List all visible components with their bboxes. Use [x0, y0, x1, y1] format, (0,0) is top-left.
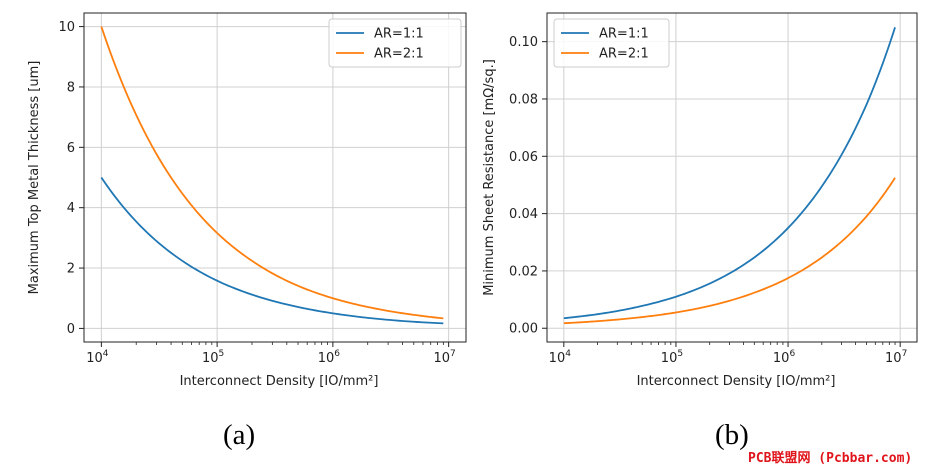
panel-a-y-tick-label: 10: [58, 20, 75, 35]
panel-a-axes-frame: [83, 12, 467, 343]
panel-b-y-tick-label: 0.02: [509, 264, 538, 279]
panel-a-x-tick-label: 105: [202, 349, 224, 366]
panel-a-x-tick-exponent: 5: [219, 349, 225, 359]
panel-b-legend-label: AR=1:1: [599, 27, 649, 42]
panel-a-y-axis-label: Maximum Top Metal Thickness [um]: [27, 61, 42, 295]
panel-b-y-tick-label: 0.10: [509, 35, 538, 50]
panel-a-legend-box: [328, 18, 462, 68]
panel-b-legend-label: AR=2:1: [599, 47, 649, 62]
panel-a-x-tick-exponent: 6: [334, 349, 340, 359]
panel-a-plot: 104 105 106 107 0 2 4 6 8 10 Interconnect Density …: [27, 12, 467, 389]
panel-b-y-tick-label: 0.00: [509, 322, 538, 337]
panel-b-y-tick-label: 0.08: [509, 92, 538, 107]
panel-a-x-tick-exponent: 7: [450, 349, 456, 359]
panel-b-x-tick-label: 105: [661, 349, 683, 366]
panel-a-y-tick-label: 2: [67, 262, 75, 277]
panel-a-y-tick-label: 8: [67, 80, 75, 95]
panel-b-x-tick-exponent: 6: [789, 349, 795, 359]
panel-b-legend-box: [553, 18, 670, 68]
panel-b-x-tick-exponent: 4: [565, 349, 571, 359]
panel-a-caption: (a): [223, 419, 256, 451]
watermark-text: PCB联盟网 (Pcbbar.com): [748, 451, 913, 466]
panel-a-y-tick-label: 0: [67, 322, 75, 337]
panel-b-legend: AR=1:1 AR=2:1: [553, 18, 670, 68]
panel-b-series-line-1: [563, 27, 896, 320]
panel-b-x-tick-label: 106: [773, 349, 796, 366]
panel-a-x-tick-label: 104: [86, 349, 109, 366]
panel-b-plot: 104 105 106 107 0.00 0.02 0.04 0.06 0.08 0.10 Inte…: [482, 12, 918, 389]
panel-b-x-tick-label: 107: [885, 349, 907, 366]
panel-a-x-tick-exponent: 4: [103, 349, 109, 359]
panel-b-x-axis-label: Interconnect Density [IO/mm²]: [637, 374, 836, 389]
panel-b-y-axis-label: Minimum Sheet Resistance [mΩ/sq.]: [482, 59, 497, 296]
panel-b-y-tick-label: 0.04: [509, 207, 538, 222]
panel-b-x-tick-exponent: 7: [902, 349, 908, 359]
panel-b-x-tick-exponent: 5: [677, 349, 683, 359]
panel-a-legend: AR=1:1 AR=2:1: [328, 18, 462, 68]
panel-b-axes-frame: [546, 12, 918, 343]
panel-a-series-line-1: [100, 176, 444, 325]
panel-a-x-tick-label: 106: [318, 349, 341, 366]
panel-a-x-axis-label: Interconnect Density [IO/mm²]: [180, 374, 379, 389]
panel-b-y-tick-label: 0.06: [509, 150, 538, 165]
panel-b-x-tick-label: 104: [549, 349, 572, 366]
panel-b-series-line-2: [563, 177, 896, 325]
panel-a-legend-label: AR=1:1: [374, 27, 424, 42]
panel-a-y-tick-label: 6: [67, 141, 75, 156]
panel-b-caption: (b): [715, 419, 749, 451]
panel-a-legend-label: AR=2:1: [374, 47, 424, 62]
panel-a-y-tick-label: 4: [67, 201, 75, 216]
panel-a-series-line-2: [100, 26, 444, 320]
panel-a-x-tick-label: 107: [433, 349, 455, 366]
